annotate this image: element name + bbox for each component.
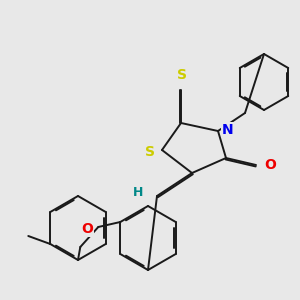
Text: S: S xyxy=(177,68,187,82)
Text: S: S xyxy=(145,145,155,159)
Text: O: O xyxy=(81,222,93,236)
Text: H: H xyxy=(133,185,143,199)
Text: O: O xyxy=(264,158,276,172)
Text: N: N xyxy=(222,123,234,137)
